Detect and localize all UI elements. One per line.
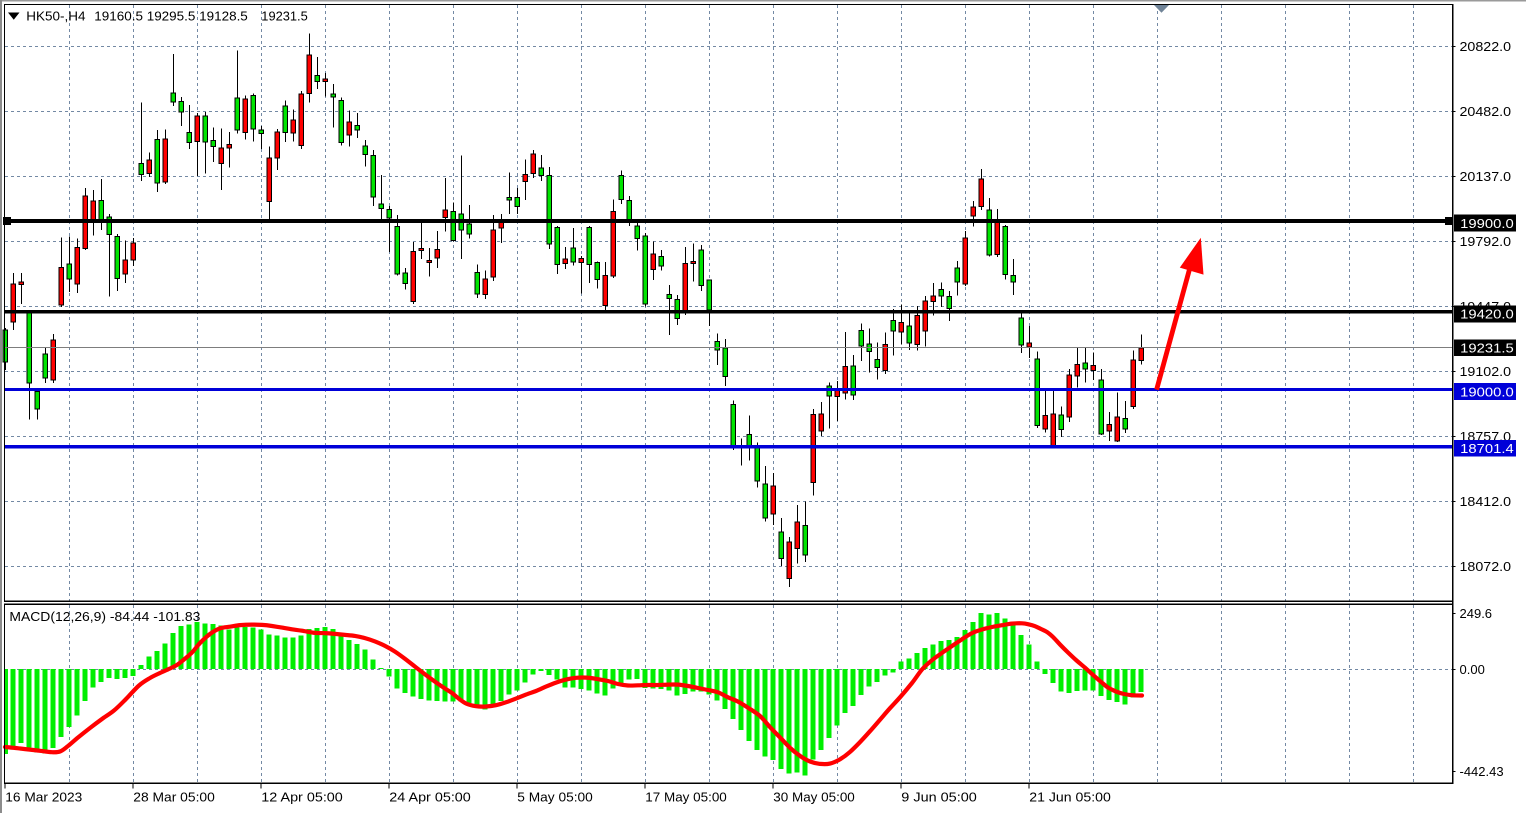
svg-text:249.6: 249.6 <box>1460 606 1493 621</box>
svg-text:5 May 05:00: 5 May 05:00 <box>517 790 593 805</box>
svg-text:19160.5 19295.5 19128.5: 19160.5 19295.5 19128.5 <box>94 9 248 24</box>
svg-text:18701.4: 18701.4 <box>1460 441 1514 456</box>
svg-text:9 Jun 05:00: 9 Jun 05:00 <box>901 790 977 805</box>
svg-text:16 Mar 2023: 16 Mar 2023 <box>5 790 82 805</box>
svg-text:19900.0: 19900.0 <box>1460 216 1514 231</box>
svg-text:17 May 05:00: 17 May 05:00 <box>645 790 727 805</box>
svg-text:19792.0: 19792.0 <box>1460 234 1512 249</box>
svg-text:HK50-,H4: HK50-,H4 <box>26 9 85 24</box>
svg-text:21 Jun 05:00: 21 Jun 05:00 <box>1029 790 1111 805</box>
svg-text:20822.0: 20822.0 <box>1460 39 1512 54</box>
svg-text:-442.43: -442.43 <box>1460 764 1504 779</box>
svg-text:12 Apr 05:00: 12 Apr 05:00 <box>261 790 343 805</box>
svg-text:24 Apr 05:00: 24 Apr 05:00 <box>389 790 471 805</box>
svg-text:19231.5: 19231.5 <box>1460 341 1514 356</box>
svg-text:19420.0: 19420.0 <box>1460 307 1514 322</box>
svg-text:MACD(12,26,9) -84.44 -101.83: MACD(12,26,9) -84.44 -101.83 <box>9 609 200 624</box>
svg-text:30 May 05:00: 30 May 05:00 <box>773 790 855 805</box>
svg-text:19102.0: 19102.0 <box>1460 364 1512 379</box>
svg-text:19231.5: 19231.5 <box>261 9 308 24</box>
svg-text:18072.0: 18072.0 <box>1460 559 1512 574</box>
svg-text:20482.0: 20482.0 <box>1460 104 1512 119</box>
svg-text:18412.0: 18412.0 <box>1460 494 1512 509</box>
svg-text:19000.0: 19000.0 <box>1460 384 1514 399</box>
svg-text:28 Mar 05:00: 28 Mar 05:00 <box>133 790 215 805</box>
svg-text:0.00: 0.00 <box>1460 662 1485 677</box>
svg-text:20137.0: 20137.0 <box>1460 169 1512 184</box>
